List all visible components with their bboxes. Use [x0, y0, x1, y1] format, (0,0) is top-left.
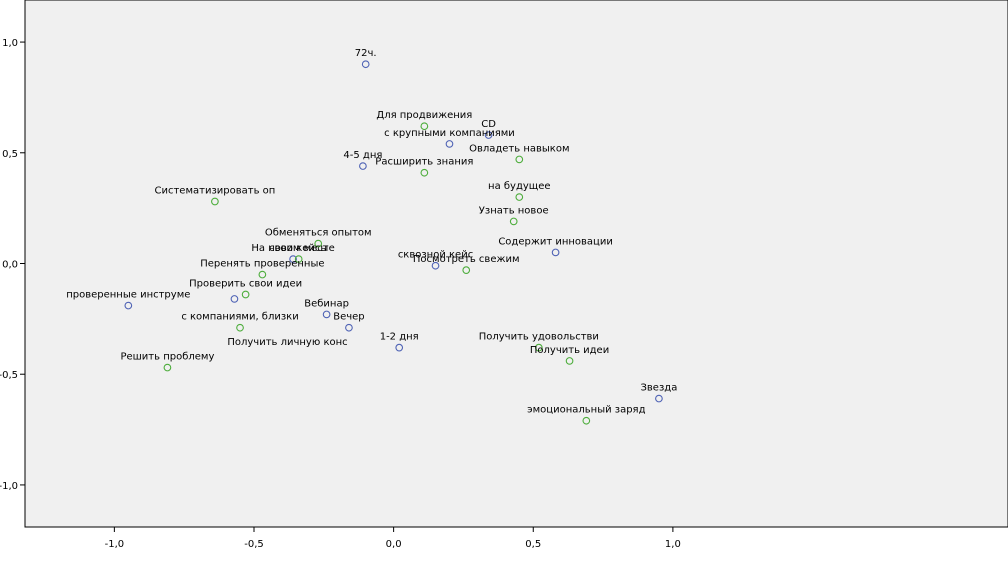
data-point: [655, 394, 663, 403]
point-label: свои кейсы: [269, 243, 328, 254]
data-point: [431, 261, 440, 270]
point-label: Систематизировать оп: [154, 186, 275, 197]
point-label: Узнать новое: [479, 205, 549, 216]
point-label: Вебинар: [304, 298, 349, 309]
data-point: [420, 122, 429, 131]
point-label: CD: [481, 119, 496, 130]
data-point: [534, 343, 543, 352]
data-point: [345, 323, 353, 332]
data-point: [582, 416, 591, 425]
data-point: [515, 155, 524, 164]
y-tick-label: 1,0: [2, 38, 18, 49]
point-label: Получить идеи: [530, 345, 609, 356]
data-point: [420, 168, 429, 177]
point-label: Содержит инновации: [498, 236, 613, 247]
point-label: сквозной кейс: [398, 250, 473, 261]
point-label: Вечер: [333, 312, 364, 323]
point-label: Для продвижения: [376, 110, 472, 121]
x-tick-label: 0,0: [386, 539, 402, 550]
point-label: с компаниями, близки: [181, 312, 298, 323]
data-point: [294, 255, 303, 263]
data-point: [241, 290, 250, 299]
point-label: Проверить свои идеи: [189, 279, 302, 290]
point-label: с крупными компаниями: [384, 128, 515, 139]
x-tick-label: 1,0: [665, 539, 681, 550]
data-point: [395, 343, 404, 352]
point-label: 1-2 дня: [380, 332, 419, 343]
data-point: [163, 363, 172, 372]
x-tick-label: -0,5: [244, 539, 264, 550]
point-label: 4-5 дня: [343, 150, 382, 161]
point-label: Овладеть навыком: [469, 143, 569, 154]
data-point: [124, 301, 133, 310]
data-point: [230, 295, 239, 303]
point-label: Получить удовольстви: [479, 332, 599, 343]
data-point: [236, 323, 244, 332]
point-label: Обменяться опытом: [265, 228, 372, 239]
point-label: эмоциональный заряд: [527, 405, 645, 416]
data-point: [445, 140, 454, 148]
point-label: Получить личную конс: [227, 337, 347, 348]
point-label: Решить проблему: [120, 352, 214, 363]
data-point: [289, 255, 297, 263]
point-label: проверенные инструме: [66, 290, 190, 301]
data-point: [314, 239, 323, 248]
data-point: [258, 270, 267, 279]
y-tick-label: 0,0: [2, 260, 18, 271]
point-label: 72ч.: [355, 48, 377, 59]
data-point: [509, 217, 518, 226]
data-point: [359, 162, 367, 170]
point-label: на будущее: [488, 181, 551, 192]
x-axis: -1,0 -0,5 0,0 0,5 1,0: [105, 527, 681, 550]
y-axis: 1,0 0,5 0,0 -0,5 -1,0: [0, 38, 25, 492]
data-point: [551, 248, 560, 257]
x-tick-label: -1,0: [105, 539, 125, 550]
data-point: [462, 266, 471, 274]
point-label: Перенять проверенные: [200, 259, 324, 270]
point-label: Расширить знания: [375, 157, 473, 168]
y-tick-label: 0,5: [2, 149, 18, 160]
point-label: Посмотреть свежим: [413, 254, 520, 265]
data-point: [322, 310, 331, 319]
y-tick-label: -0,5: [0, 370, 18, 381]
y-tick-label: -1,0: [0, 481, 18, 492]
data-point: [565, 357, 574, 365]
data-point: [211, 197, 219, 206]
point-label: Звезда: [641, 383, 678, 394]
x-tick-label: 0,5: [525, 539, 541, 550]
data-point: [515, 193, 524, 201]
point-label: На новом месте: [251, 243, 334, 254]
data-point: [484, 131, 493, 139]
data-point: [361, 60, 370, 69]
plot-area: [24, 0, 1008, 528]
